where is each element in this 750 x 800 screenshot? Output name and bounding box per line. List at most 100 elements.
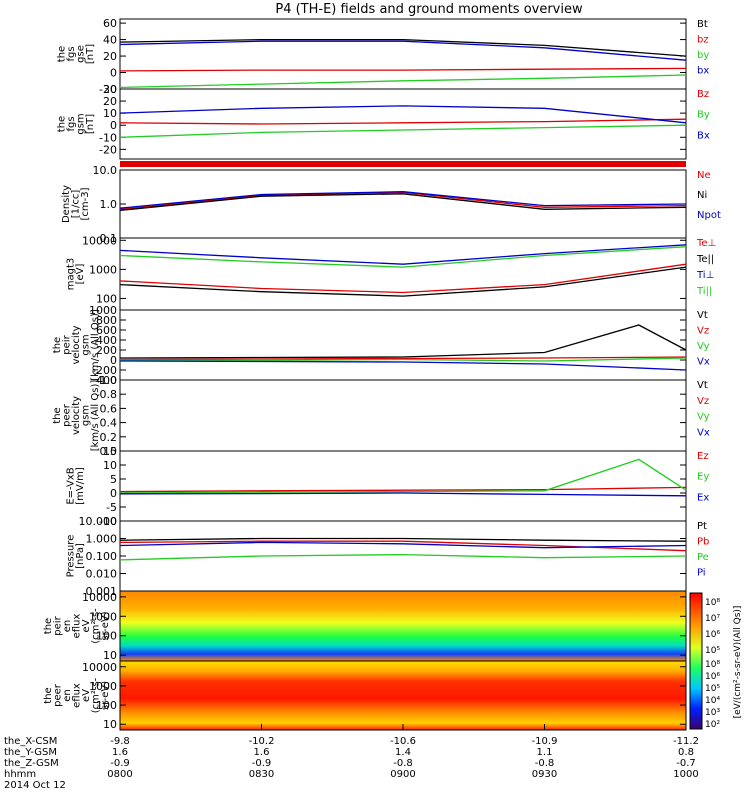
y-tick-label: 30 — [103, 83, 117, 96]
series-line-Vx — [119, 360, 687, 371]
x-tick-label: -0.8 — [393, 758, 413, 769]
y-tick-label: 100 — [96, 630, 117, 643]
panel-fgs-gse: 60 40 20 0 -20 thefgsgse[nT] Bt bz by bx — [57, 17, 710, 96]
y-tick-label: 0.1 — [100, 232, 118, 245]
legend-Vy: Vy — [697, 341, 710, 352]
panel-frame — [119, 169, 687, 239]
y-tick-label: 1000 — [89, 610, 117, 623]
y-tick-label: -20 — [99, 143, 117, 156]
panel-peir-velocity: 10008006004002000-200-400thepeirvelocity… — [52, 304, 710, 387]
legend-Vt: Vt — [697, 310, 708, 321]
y-axis-label: thepeervelocitygsm[km/s (All Qs)] — [52, 380, 101, 452]
legend-Ez: Ez — [697, 451, 709, 462]
legend-Pt: Pt — [697, 521, 707, 532]
x-tick-label: 1000 — [673, 769, 698, 780]
y-tick-label: 10000 — [82, 661, 117, 674]
colorbar-tick: 10⁷ — [705, 614, 720, 624]
series-line-Pt — [119, 537, 687, 542]
y-tick-label: 1.0 — [100, 374, 118, 387]
x-tick-label: -10.2 — [249, 736, 275, 747]
y-tick-label: 10 — [103, 107, 117, 120]
y-tick-label: 100 — [96, 292, 117, 305]
y-axis-label: thepeirenefluxeV(cm²-s-sr-eV) — [43, 608, 111, 644]
y-tick-label: 0.6 — [100, 402, 118, 415]
y-tick-label: -400 — [92, 374, 117, 387]
y-tick-label: 10000 — [82, 234, 117, 247]
orbit-row-label: the_X-CSM — [4, 736, 57, 747]
y-axis-label: magt3[eV] — [66, 258, 87, 291]
series-line-Bx — [119, 105, 687, 124]
x-tick-label: 0800 — [107, 769, 132, 780]
y-tick-label: 60 — [103, 17, 117, 30]
y-tick-label: 100 — [96, 699, 117, 712]
series-line-By — [119, 124, 687, 138]
legend-Te⊥: Te⊥ — [696, 238, 716, 249]
colorbar-tick: 10⁴ — [705, 696, 720, 706]
x-tick-label: 1.1 — [537, 747, 553, 758]
series-line-Bt — [119, 38, 687, 57]
colorbar-tick: 10³ — [705, 708, 720, 718]
legend-bx: bx — [697, 66, 709, 77]
colorbar-tick: 10⁸ — [705, 660, 720, 670]
y-tick-label: 0 — [110, 354, 117, 367]
y-axis-label: E=-VxB[mV/m] — [66, 467, 87, 505]
legend-Pe: Pe — [697, 552, 709, 563]
y-tick-label: 0.0 — [100, 445, 118, 458]
series-line-Vy — [119, 357, 687, 362]
colorbar-tick: 10⁵ — [705, 646, 720, 656]
y-tick-label: 5 — [110, 473, 117, 486]
legend-Bz: Bz — [697, 89, 709, 100]
legend-Vz: Vz — [697, 396, 709, 407]
mode-bar — [120, 161, 686, 167]
panel-frame — [119, 379, 687, 452]
panel-frame — [119, 520, 687, 592]
y-tick-label: 10 — [103, 718, 117, 731]
colorbar: 10⁸ 10⁷ 10⁶ 10⁵ 10⁸ 10⁶ 10⁵ 10⁴ 10³ 10² [eV/(cm²-s… — [689, 592, 743, 730]
spectrogram — [120, 661, 686, 730]
colorbar-tick: 10⁸ — [705, 598, 720, 608]
y-tick-label: 0.010 — [86, 568, 118, 581]
orbit-row-label: the_Z-GSM — [4, 758, 59, 769]
legend-by: by — [697, 50, 709, 61]
legend-Npot: Npot — [697, 210, 721, 221]
y-tick-label: 200 — [96, 344, 117, 357]
panel-frame — [119, 18, 687, 90]
series-line-Pb — [119, 540, 687, 552]
y-tick-label: 0.4 — [100, 417, 118, 430]
y-axis-label: thefgsgsm[nT] — [57, 113, 97, 134]
series-line-Ey — [119, 458, 687, 494]
date-label: 2014 Oct 12 — [4, 780, 66, 791]
series-line-Ez — [119, 486, 687, 493]
y-axis-label: Density[1/cc][cm-3] — [61, 185, 91, 223]
y-tick-label: 1000 — [89, 263, 117, 276]
y-tick-label: 0 — [110, 119, 117, 132]
series-line-Ti|| — [119, 246, 687, 268]
series-line-Ne — [119, 191, 687, 210]
y-tick-label: 1000 — [89, 680, 117, 693]
x-tick-label: 0930 — [532, 769, 557, 780]
legend-Te||: Te|| — [696, 254, 714, 265]
legend-Ni: Ni — [697, 190, 707, 201]
legend-Vx: Vx — [697, 427, 710, 438]
legend-Ey: Ey — [697, 472, 709, 483]
y-tick-label: 10000 — [82, 591, 117, 604]
panel-density: 10.0 1.0 0.1 Density[1/cc][cm-3] Ne Ni Npot — [61, 164, 721, 245]
x-tick-label: -0.9 — [252, 758, 272, 769]
y-tick-label: 15 — [103, 445, 117, 458]
orbit-row-label: hhmm — [4, 769, 36, 780]
y-tick-label: 10.000 — [79, 515, 118, 528]
x-tick-label: -10.9 — [532, 736, 558, 747]
legend-Vt: Vt — [697, 380, 708, 391]
series-line-bx — [119, 40, 687, 61]
panel-frame — [119, 450, 687, 522]
y-tick-label: 0.2 — [100, 431, 118, 444]
legend-Pb: Pb — [697, 537, 709, 548]
x-tick-label: -0.7 — [676, 758, 696, 769]
panel-pressure: 10.000 1.000 0.100 0.010 0.001 Pressure[nPa] P… — [66, 515, 710, 598]
x-tick-label: 1.6 — [254, 747, 270, 758]
series-line-Vz — [119, 356, 687, 361]
y-tick-label: 0.001 — [86, 585, 118, 598]
series-line-Pi — [119, 541, 687, 549]
